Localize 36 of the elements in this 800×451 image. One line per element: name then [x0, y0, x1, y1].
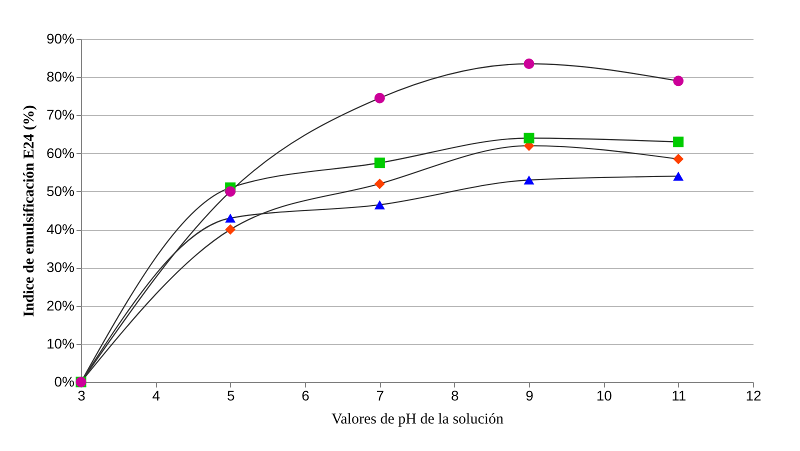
point [673, 136, 684, 148]
point [524, 175, 534, 185]
y-tick-label: 10% [46, 335, 74, 352]
point [225, 224, 236, 235]
point [673, 154, 684, 164]
y-tick-label: 20% [46, 297, 74, 314]
point [374, 92, 385, 104]
y-axis-title: Indice de emulsificación E24 (%) [21, 105, 38, 317]
x-tick-label: 6 [302, 388, 310, 404]
x-tick-label: 5 [226, 388, 235, 404]
x-tick-label: 10 [596, 388, 612, 404]
y-tick-label: 30% [46, 259, 74, 276]
x-tick-label: 7 [376, 388, 384, 404]
x-tick-label: 12 [746, 388, 762, 404]
x-axis-title: Valores de pH de la solución [331, 412, 504, 428]
point [673, 76, 684, 86]
point [374, 200, 385, 210]
x-tick-label: 9 [526, 388, 534, 404]
x-tick-label: 11 [672, 388, 686, 404]
point [524, 132, 534, 144]
point [225, 214, 236, 223]
y-tick-label: 70% [46, 106, 74, 123]
point [673, 172, 684, 181]
point [374, 178, 385, 190]
y-tick-label: 90% [46, 30, 74, 46]
x-tick-label: 3 [78, 388, 86, 404]
y-tick-label: 60% [46, 144, 74, 161]
point [524, 58, 534, 70]
x-tick-label: 8 [450, 388, 459, 404]
point [374, 158, 385, 168]
y-tick-label: 40% [46, 221, 74, 238]
y-tick-label: 80% [46, 68, 74, 85]
point [225, 186, 236, 197]
x-tick-label: 4 [152, 388, 160, 404]
y-tick-label: 0% [54, 374, 74, 390]
y-tick-label: 50% [46, 182, 74, 199]
